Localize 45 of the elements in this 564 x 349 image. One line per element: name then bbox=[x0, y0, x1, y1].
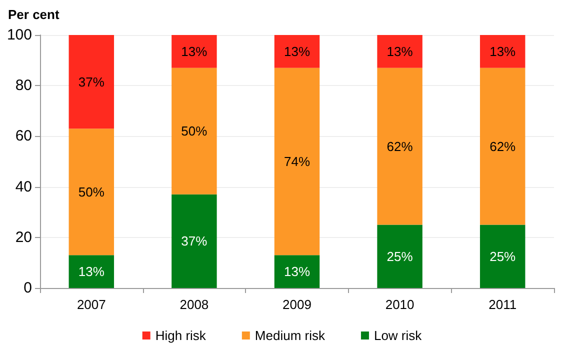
data-label: 62% bbox=[490, 138, 516, 154]
bar bbox=[172, 35, 217, 68]
bar bbox=[480, 68, 526, 225]
bar bbox=[377, 224, 422, 288]
x-tick-label: 2008 bbox=[180, 297, 209, 312]
bar bbox=[68, 255, 114, 288]
y-tick-label: 80 bbox=[15, 77, 32, 94]
data-label: 13% bbox=[386, 44, 414, 59]
bar bbox=[480, 35, 526, 68]
data-label: 50% bbox=[78, 184, 105, 200]
data-label: 37% bbox=[181, 234, 208, 249]
data-label: 62% bbox=[386, 138, 414, 154]
bar bbox=[172, 194, 217, 288]
data-label: 50% bbox=[181, 124, 208, 139]
y-tick-label: 100 bbox=[6, 26, 32, 44]
y-tick-label: 40 bbox=[15, 178, 32, 196]
data-label: 13% bbox=[78, 264, 105, 280]
legend-label: Low risk bbox=[374, 328, 422, 343]
bar bbox=[68, 128, 114, 256]
x-tick-label: 2011 bbox=[488, 297, 517, 312]
bar bbox=[274, 68, 320, 256]
bar bbox=[377, 35, 422, 68]
bar bbox=[274, 35, 320, 68]
data-label: 25% bbox=[386, 248, 414, 264]
x-tick-label: 2010 bbox=[385, 297, 414, 312]
data-label: 13% bbox=[490, 44, 516, 59]
data-label: 13% bbox=[284, 44, 310, 59]
y-tick-label: 60 bbox=[15, 128, 32, 145]
x-tick-label: 2009 bbox=[282, 297, 312, 312]
data-label: 25% bbox=[490, 248, 516, 264]
x-tick-label: 2007 bbox=[76, 297, 106, 312]
data-label: 37% bbox=[78, 74, 105, 90]
bar bbox=[68, 35, 114, 129]
bar bbox=[274, 255, 320, 288]
y-tick-label: 0 bbox=[24, 280, 32, 296]
data-label: 13% bbox=[284, 264, 310, 280]
legend-label: High risk bbox=[155, 328, 206, 343]
bar bbox=[480, 224, 526, 288]
bar bbox=[172, 68, 217, 194]
y-axis-title: Per cent bbox=[8, 7, 60, 22]
data-label: 13% bbox=[181, 44, 208, 59]
y-tick-label: 20 bbox=[15, 228, 32, 246]
legend-label: Medium risk bbox=[254, 328, 326, 343]
data-label: 74% bbox=[284, 154, 310, 169]
bar bbox=[377, 68, 422, 225]
